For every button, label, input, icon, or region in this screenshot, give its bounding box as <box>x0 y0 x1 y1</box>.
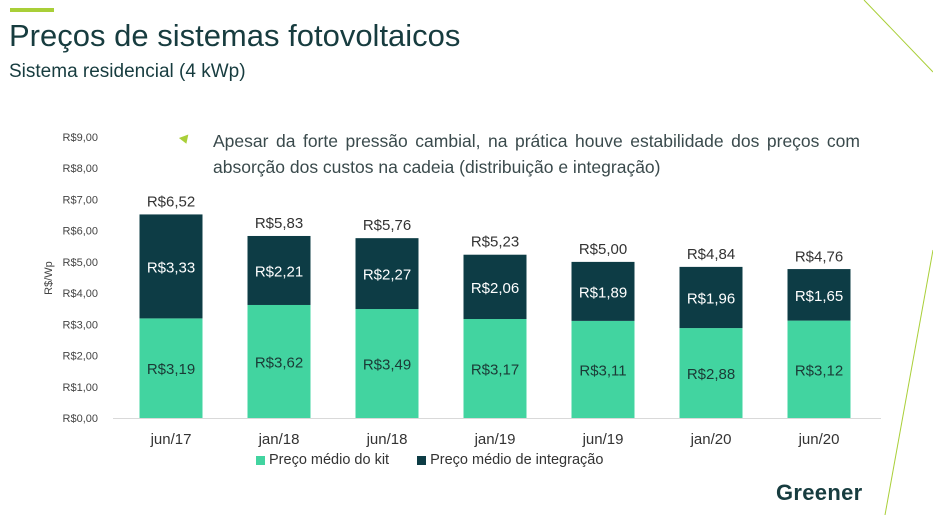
legend-swatch-kit <box>256 455 265 465</box>
y-tick-label: R$2,00 <box>63 351 98 363</box>
bar-kit-label: R$3,11 <box>579 362 626 379</box>
page-title: Preços de sistemas fotovoltaicos <box>9 18 461 53</box>
legend-item-kit: Preço médio do kit <box>256 452 389 468</box>
legend-label-integration: Preço médio de integração <box>430 452 604 468</box>
bar-total-label: R$5,23 <box>471 234 519 251</box>
x-tick-label: jun/20 <box>798 431 840 448</box>
y-tick-label: R$8,00 <box>63 163 98 175</box>
bar-kit-label: R$2,88 <box>687 366 735 383</box>
x-tick-label: jan/20 <box>690 431 732 448</box>
bar-total-label: R$4,84 <box>687 246 735 263</box>
x-tick-label: jan/19 <box>474 431 516 448</box>
bar-integration <box>571 261 635 321</box>
bar-integration <box>139 214 203 319</box>
title-accent-bar <box>10 8 54 12</box>
bar-kit <box>139 318 203 418</box>
bar-integration-label: R$1,96 <box>687 290 735 307</box>
y-tick-label: R$5,00 <box>63 257 98 269</box>
bar-kit <box>679 328 743 418</box>
bar-integration <box>679 266 743 329</box>
bar-total-label: R$5,83 <box>255 215 303 232</box>
bar-total-label: R$6,52 <box>147 193 195 210</box>
bar-kit <box>247 304 311 418</box>
bar-kit <box>463 319 527 418</box>
decor-line-right <box>884 249 933 515</box>
y-tick-label: R$9,00 <box>63 132 98 144</box>
bar-integration-label: R$2,21 <box>255 263 303 280</box>
bar-total-label: R$4,76 <box>795 248 843 265</box>
legend-item-integration: Preço médio de integração <box>417 452 603 468</box>
bar-integration <box>247 235 311 305</box>
y-tick-label: R$0,00 <box>63 413 98 425</box>
y-tick-label: R$7,00 <box>63 194 98 206</box>
greener-logo: Greener <box>776 480 863 505</box>
bar-kit-label: R$3,19 <box>147 361 195 378</box>
bar-kit-label: R$3,17 <box>471 362 519 379</box>
bar-integration-label: R$1,65 <box>795 288 843 305</box>
chart-note: Apesar da forte pressão cambial, na prát… <box>180 128 860 180</box>
y-tick-label: R$3,00 <box>63 319 98 331</box>
x-tick-label: jun/18 <box>366 431 408 448</box>
bar-kit-label: R$3,49 <box>363 357 411 374</box>
legend-swatch-integration <box>417 455 427 465</box>
bar-total-label: R$5,76 <box>363 217 411 234</box>
decor-line-top <box>863 0 933 73</box>
x-tick-label: jun/19 <box>582 431 624 448</box>
legend-label-kit: Preço médio do kit <box>269 452 390 468</box>
y-tick-label: R$6,00 <box>63 226 98 238</box>
x-tick-label: jan/18 <box>258 431 300 448</box>
y-axis-label: R$/Wp <box>43 261 55 295</box>
bar-kit <box>571 320 635 418</box>
y-tick-label: R$1,00 <box>63 382 98 394</box>
bar-integration-label: R$2,27 <box>363 267 411 284</box>
x-tick-label: jun/17 <box>150 431 192 448</box>
bar-integration-label: R$1,89 <box>579 284 627 301</box>
chart-note-text: Apesar da forte pressão cambial, na prát… <box>213 131 860 177</box>
bar-kit <box>355 309 419 418</box>
page-subtitle: Sistema residencial (4 kWp) <box>9 61 246 82</box>
bar-integration <box>787 269 851 321</box>
bar-kit-label: R$3,12 <box>795 362 843 379</box>
bar-kit-label: R$3,62 <box>255 354 303 371</box>
chart-legend: Preço médio do kit Preço médio de integr… <box>256 452 603 468</box>
bar-integration-label: R$2,06 <box>471 280 519 297</box>
bar-integration <box>355 238 419 310</box>
bar-total-label: R$5,00 <box>579 241 627 258</box>
bar-integration-label: R$3,33 <box>147 259 195 276</box>
bar-kit <box>787 320 851 418</box>
bar-integration <box>463 254 527 320</box>
y-tick-label: R$4,00 <box>63 288 98 300</box>
